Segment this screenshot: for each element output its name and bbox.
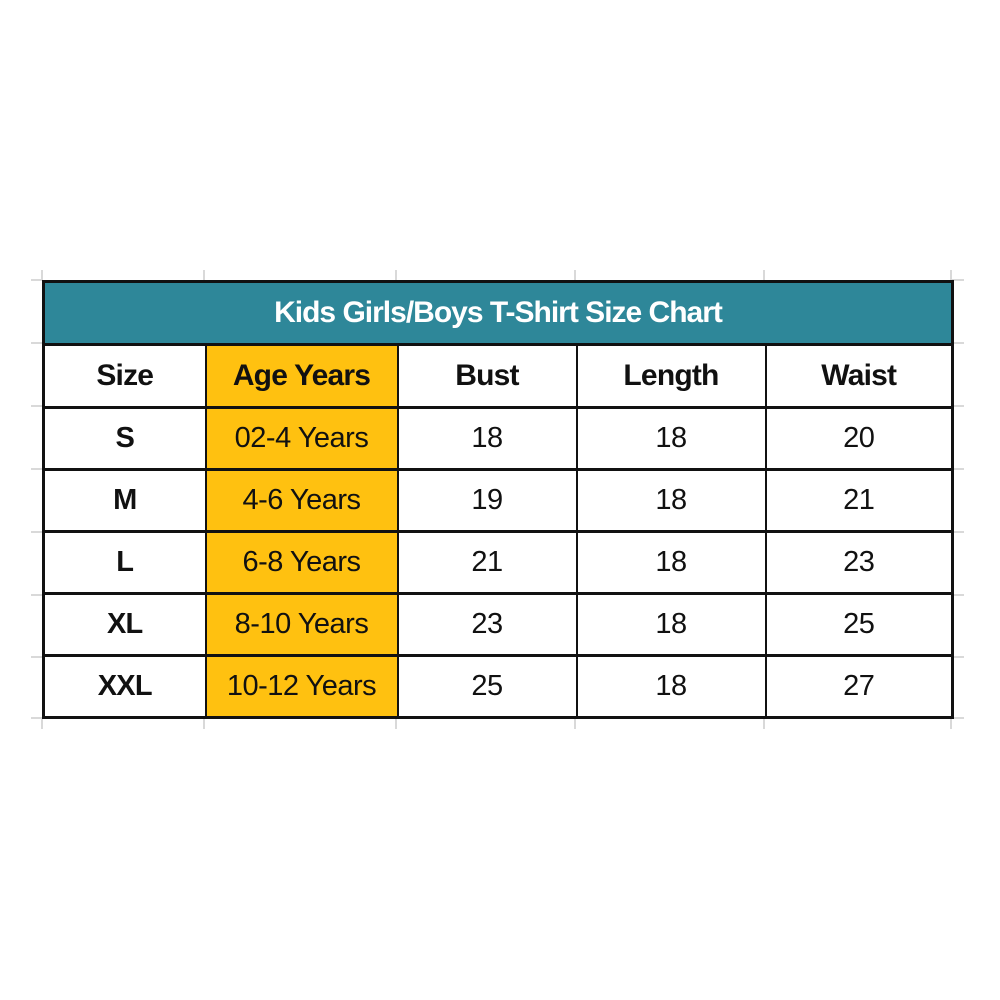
table-row-xxl: XXL 10-12 Years 25 18 27 bbox=[42, 654, 954, 719]
gridline-tick bbox=[763, 718, 765, 729]
size-cell: XXL bbox=[42, 654, 207, 719]
gridline-tick bbox=[31, 656, 42, 658]
header-row: Size Age Years Bust Length Waist bbox=[42, 343, 954, 409]
gridline-tick bbox=[31, 279, 42, 281]
gridline-tick bbox=[31, 342, 42, 344]
length-cell: 18 bbox=[575, 592, 767, 657]
bust-cell: 25 bbox=[396, 654, 578, 719]
column-header-length: Length bbox=[575, 343, 767, 409]
gridline-tick bbox=[41, 718, 43, 729]
waist-cell: 25 bbox=[764, 592, 954, 657]
gridline-tick bbox=[395, 270, 397, 280]
gridline-tick bbox=[31, 405, 42, 407]
table-title: Kids Girls/Boys T-Shirt Size Chart bbox=[42, 280, 954, 346]
gridline-tick bbox=[951, 279, 964, 281]
gridline-tick bbox=[951, 717, 964, 719]
gridline-tick bbox=[574, 270, 576, 280]
length-cell: 18 bbox=[575, 406, 767, 471]
title-row: Kids Girls/Boys T-Shirt Size Chart bbox=[42, 280, 954, 346]
length-cell: 18 bbox=[575, 530, 767, 595]
length-cell: 18 bbox=[575, 654, 767, 719]
age-cell: 8-10 Years bbox=[204, 592, 399, 657]
gridline-tick bbox=[31, 594, 42, 596]
gridline-tick bbox=[203, 718, 205, 729]
gridline-tick bbox=[951, 594, 964, 596]
bust-cell: 18 bbox=[396, 406, 578, 471]
waist-cell: 23 bbox=[764, 530, 954, 595]
gridline-tick bbox=[951, 656, 964, 658]
gridline-tick bbox=[950, 270, 952, 280]
size-chart-table: Kids Girls/Boys T-Shirt Size Chart Size … bbox=[42, 280, 954, 719]
waist-cell: 21 bbox=[764, 468, 954, 533]
gridline-tick bbox=[41, 270, 43, 280]
gridline-tick bbox=[951, 405, 964, 407]
age-cell: 4-6 Years bbox=[204, 468, 399, 533]
age-cell: 02-4 Years bbox=[204, 406, 399, 471]
gridline-tick bbox=[203, 270, 205, 280]
table-row-s: S 02-4 Years 18 18 20 bbox=[42, 406, 954, 471]
bust-cell: 19 bbox=[396, 468, 578, 533]
gridline-tick bbox=[395, 718, 397, 729]
size-cell: XL bbox=[42, 592, 207, 657]
waist-cell: 20 bbox=[764, 406, 954, 471]
gridline-tick bbox=[951, 342, 964, 344]
gridline-tick bbox=[950, 718, 952, 729]
gridline-tick bbox=[763, 270, 765, 280]
column-header-size: Size bbox=[42, 343, 207, 409]
size-cell: M bbox=[42, 468, 207, 533]
table-row-xl: XL 8-10 Years 23 18 25 bbox=[42, 592, 954, 657]
bust-cell: 23 bbox=[396, 592, 578, 657]
length-cell: 18 bbox=[575, 468, 767, 533]
table-row-m: M 4-6 Years 19 18 21 bbox=[42, 468, 954, 533]
table-row-l: L 6-8 Years 21 18 23 bbox=[42, 530, 954, 595]
column-header-age-years: Age Years bbox=[204, 343, 399, 409]
column-header-waist: Waist bbox=[764, 343, 954, 409]
bust-cell: 21 bbox=[396, 530, 578, 595]
gridline-tick bbox=[31, 717, 42, 719]
gridline-tick bbox=[951, 468, 964, 470]
gridline-tick bbox=[31, 531, 42, 533]
age-cell: 10-12 Years bbox=[204, 654, 399, 719]
size-cell: S bbox=[42, 406, 207, 471]
waist-cell: 27 bbox=[764, 654, 954, 719]
gridline-tick bbox=[951, 531, 964, 533]
age-cell: 6-8 Years bbox=[204, 530, 399, 595]
gridline-tick bbox=[31, 468, 42, 470]
column-header-bust: Bust bbox=[396, 343, 578, 409]
gridline-tick bbox=[574, 718, 576, 729]
size-cell: L bbox=[42, 530, 207, 595]
